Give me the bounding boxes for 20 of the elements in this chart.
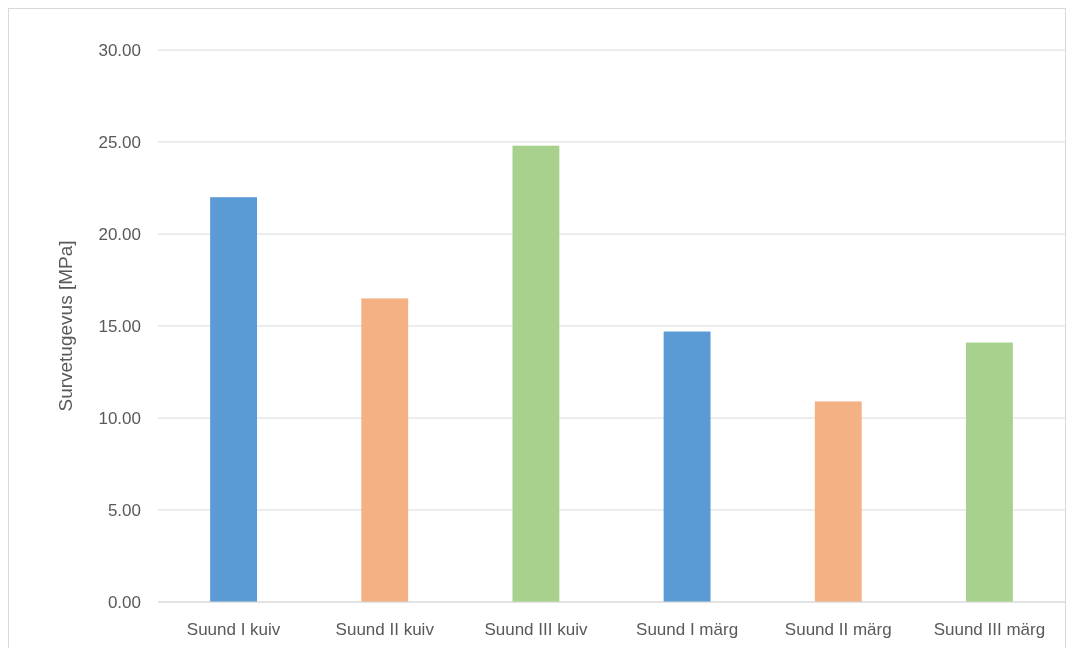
x-tick-label: Suund III märg — [933, 620, 1046, 639]
bar — [965, 342, 1013, 602]
x-tick-label: Suund I kuiv — [186, 620, 281, 639]
x-tick-label: Suund III kuiv — [484, 620, 588, 639]
y-tick-label: 25.00 — [98, 132, 141, 152]
y-axis-title: Survetugevus [MPa] — [55, 240, 76, 412]
x-tick-label: Suund I märg — [636, 620, 739, 639]
x-tick-label: Suund II kuiv — [335, 620, 435, 639]
bar — [663, 331, 711, 602]
bar — [814, 401, 862, 602]
y-tick-label: 5.00 — [107, 500, 141, 520]
y-tick-label: 20.00 — [98, 224, 141, 244]
bar — [361, 298, 409, 602]
y-tick-label: 0.00 — [107, 592, 141, 612]
bar — [512, 145, 560, 602]
y-tick-label: 15.00 — [98, 316, 141, 336]
y-tick-label: 30.00 — [98, 40, 141, 60]
bar — [210, 197, 258, 602]
y-tick-label: 10.00 — [98, 408, 141, 428]
x-tick-label: Suund II märg — [784, 620, 892, 639]
